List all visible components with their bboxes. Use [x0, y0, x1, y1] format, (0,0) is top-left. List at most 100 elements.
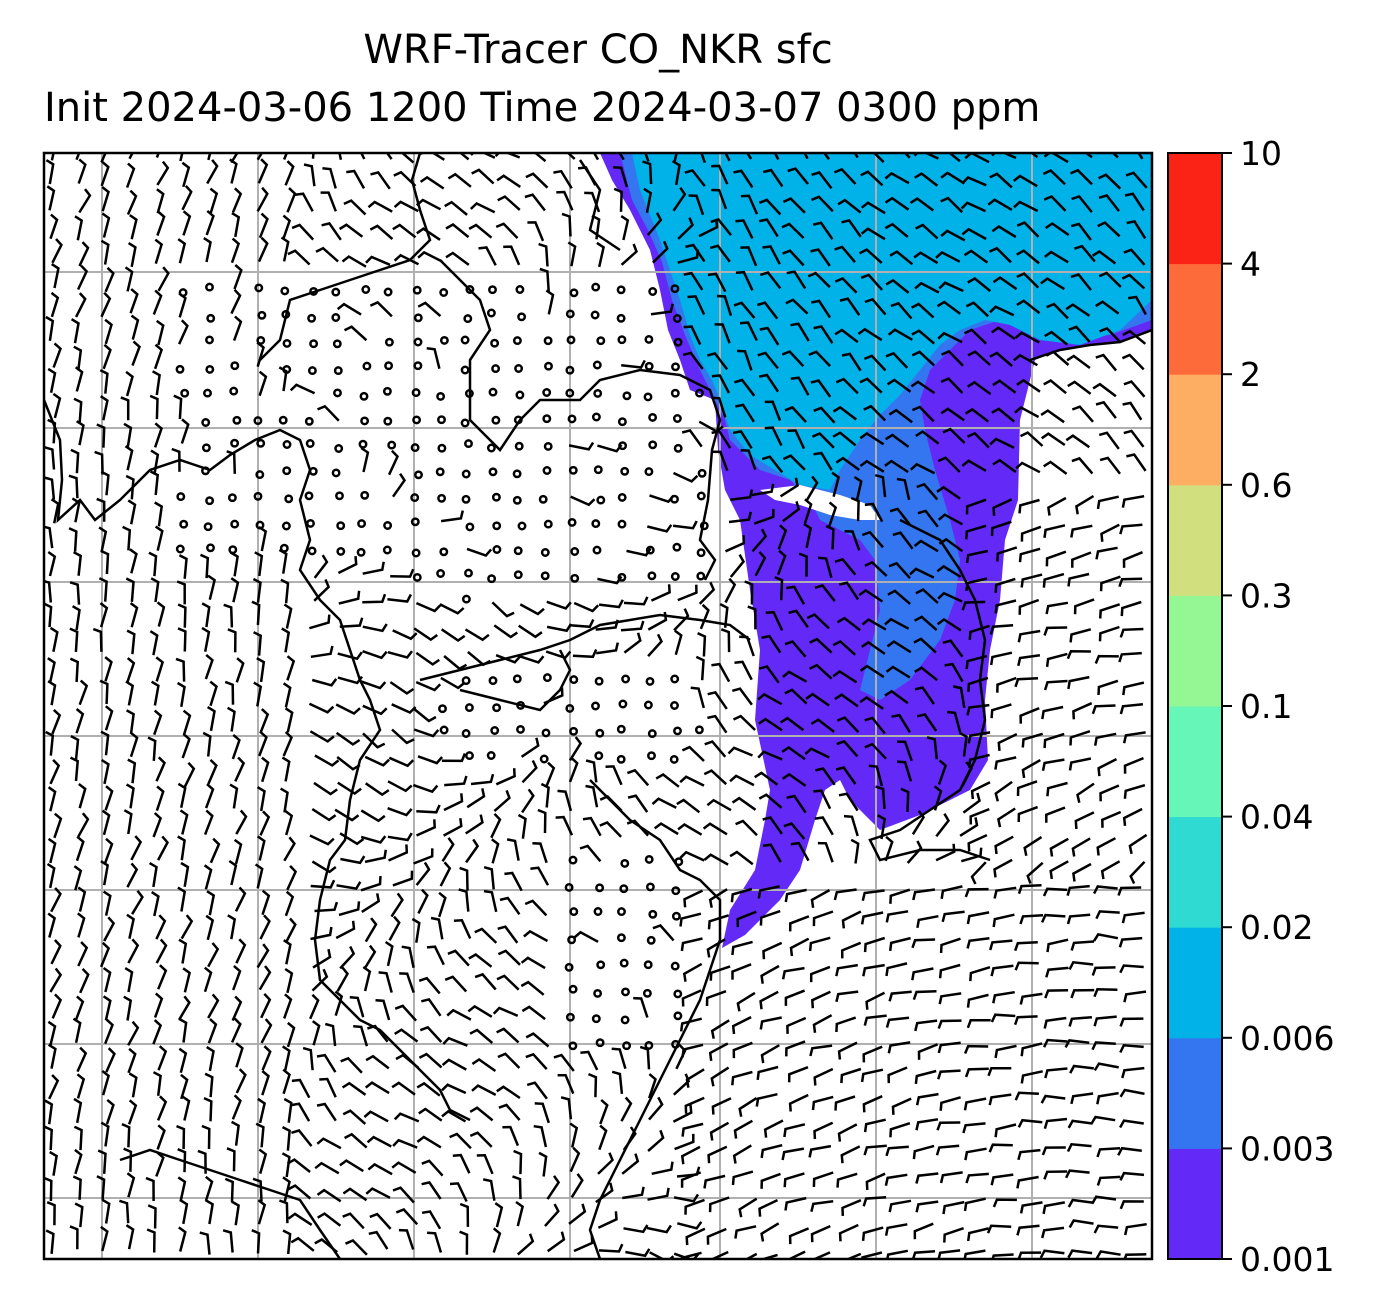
wind-barb: [917, 509, 939, 528]
wind-barb: [884, 196, 910, 211]
wind-barb: [687, 295, 706, 316]
wind-barb: [438, 891, 447, 918]
wind-barb: [596, 642, 620, 655]
wind-barb: [1020, 573, 1043, 588]
wind-barb: [569, 619, 595, 629]
wind-barb: [757, 351, 779, 370]
wind-barb: [861, 1226, 884, 1242]
wind-barb: [104, 785, 114, 811]
wind-barb: [762, 843, 782, 863]
wind-barb: [939, 1096, 961, 1111]
calm-wind-marker: [205, 496, 215, 506]
wind-barb: [68, 474, 79, 499]
wind-barb: [964, 153, 990, 164]
wind-barb: [784, 405, 807, 423]
wind-barb: [449, 1182, 468, 1203]
wind-barb: [204, 1072, 214, 1098]
wind-barb: [177, 627, 187, 652]
wind-barb: [683, 889, 704, 908]
calm-wind-marker: [565, 309, 575, 319]
wind-barb: [569, 1146, 581, 1173]
wind-barb: [102, 995, 112, 1021]
wind-barb: [204, 1175, 214, 1202]
wind-barb: [1049, 837, 1069, 857]
wind-barb: [1017, 1118, 1043, 1128]
wind-barb: [885, 278, 910, 294]
wind-barb: [961, 600, 986, 611]
wind-barb: [711, 429, 732, 449]
calm-wind-marker: [439, 335, 449, 345]
wind-barb: [469, 1131, 493, 1148]
wind-barb: [280, 236, 290, 262]
wind-barb: [1045, 601, 1069, 615]
wind-barb: [556, 190, 574, 211]
wind-barb: [1099, 456, 1121, 475]
wind-barb: [810, 990, 831, 1009]
calm-wind-marker: [464, 568, 473, 578]
wind-barb: [49, 213, 59, 240]
wind-barb: [964, 407, 989, 423]
wind-barb: [1123, 1253, 1147, 1259]
wind-barb: [862, 1045, 883, 1063]
wind-barb: [127, 1099, 138, 1125]
wind-barb: [47, 550, 57, 577]
wind-barb: [1096, 1091, 1119, 1105]
wind-barb: [523, 929, 549, 943]
calm-wind-marker: [414, 470, 423, 480]
wind-barb: [412, 707, 437, 723]
wind-barb: [759, 909, 781, 926]
wind-barb: [758, 793, 783, 809]
wind-barb: [50, 498, 60, 524]
wind-barb: [47, 657, 56, 683]
wind-barb: [337, 555, 358, 575]
wind-barb: [476, 1154, 494, 1175]
calm-wind-marker: [360, 490, 370, 500]
wind-barb: [835, 456, 860, 471]
wind-barb: [125, 1224, 135, 1250]
calm-wind-marker: [227, 493, 237, 503]
wind-barb: [783, 822, 806, 840]
wind-barb: [933, 785, 943, 811]
wind-barb: [864, 560, 888, 577]
wind-barb: [626, 547, 652, 557]
wind-barb: [155, 785, 165, 811]
wind-barb: [52, 342, 62, 368]
calm-wind-marker: [568, 984, 578, 994]
wind-barb: [77, 886, 87, 912]
wind-barb: [784, 989, 806, 1006]
wind-barb: [49, 1150, 58, 1176]
wind-barb: [204, 783, 215, 809]
wind-barb: [235, 657, 245, 683]
wind-barb: [568, 756, 579, 783]
wind-barb: [125, 680, 135, 706]
wind-barb: [205, 914, 215, 941]
wind-barb: [338, 901, 361, 917]
wind-barb: [935, 1144, 960, 1156]
wind-barb: [557, 1073, 575, 1095]
wind-barb: [441, 1083, 467, 1095]
wind-barb: [338, 223, 364, 238]
colorbar-tick-label: 10: [1240, 134, 1282, 173]
wind-barb: [572, 648, 598, 659]
wind-barb: [734, 378, 756, 397]
wind-barb: [1091, 1041, 1116, 1051]
wind-barb: [123, 809, 133, 835]
wind-barb: [72, 1175, 82, 1200]
wind-barb: [786, 794, 807, 814]
wind-barb: [154, 238, 164, 264]
wind-barb: [994, 1044, 1017, 1059]
wind-barb: [863, 1144, 887, 1156]
wind-barb: [519, 655, 545, 664]
calm-wind-marker: [564, 962, 574, 972]
calm-wind-marker: [568, 465, 578, 475]
wind-barb: [679, 775, 705, 787]
wind-barb: [181, 161, 191, 188]
calm-wind-marker: [281, 521, 291, 531]
wind-barb: [724, 535, 746, 553]
wind-barb: [613, 165, 629, 188]
calm-wind-marker: [412, 285, 422, 295]
wind-barb: [568, 736, 583, 762]
wind-barb: [440, 628, 466, 643]
wind-barb: [201, 626, 211, 652]
wind-barb: [811, 195, 834, 213]
